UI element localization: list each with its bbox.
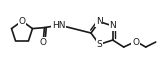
Text: N: N bbox=[109, 21, 116, 30]
Text: S: S bbox=[96, 40, 102, 49]
Text: N: N bbox=[96, 17, 103, 26]
Text: O: O bbox=[18, 17, 26, 25]
Text: O: O bbox=[40, 38, 47, 47]
Text: O: O bbox=[132, 38, 139, 47]
Text: HN: HN bbox=[52, 21, 65, 30]
